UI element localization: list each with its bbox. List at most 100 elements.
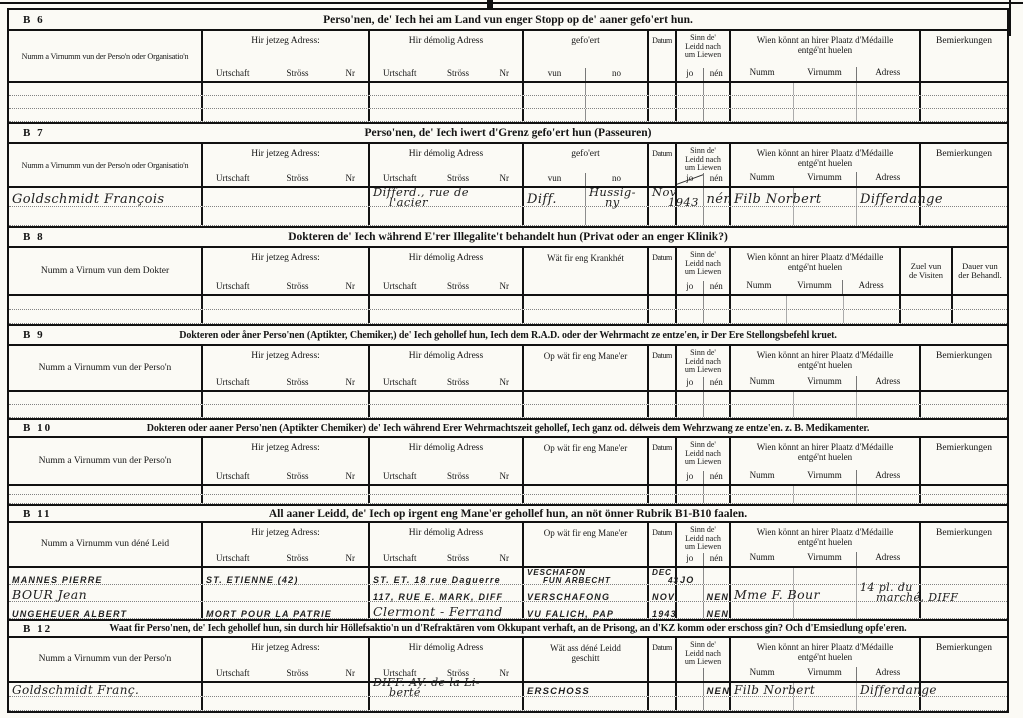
cell-wien-adress [842, 296, 899, 309]
label-bemierkungen: Bemierkungen [936, 36, 992, 46]
label-stross: Ströss [286, 68, 309, 78]
cell-wien-adress [856, 486, 919, 494]
table-row [9, 697, 1007, 711]
cell-bemierkungen [919, 602, 1007, 618]
label-bemierkungen: Bemierkungen [936, 351, 992, 361]
label-urtschaft: Urtschaft [383, 173, 417, 183]
label-stross: Ströss [446, 553, 469, 563]
cell-jetzeg-adress [201, 697, 368, 710]
label-nr: Nr [499, 471, 509, 481]
col-header-zuel-visiten: Zuel vun de Visiten [899, 248, 951, 294]
label-adress: Adress [855, 552, 919, 566]
label-nr: Nr [345, 281, 355, 291]
section-b10: B 10 Dokteren oder aaner Perso'nen (Aptik… [7, 418, 1009, 506]
col-header-wien-medaille: Wien könnt an hirer Plaatz d'Médaille ent… [729, 638, 919, 681]
label-urtschaft: Urtschaft [383, 281, 417, 291]
col-header-jetzeg-adress: Hir jetzeg Adress: Urtschaft Ströss Nr [201, 31, 368, 81]
handwritten-entry: nén [706, 192, 733, 207]
handwritten-entry: 14 pl. du marché, DIFF [860, 581, 959, 604]
cell-wien-adress [842, 310, 899, 323]
label-sinn: Sinn de' Leidd nach um Liewen [684, 640, 722, 666]
col-header-name: Numm a Virnumm vun der Perso'n [9, 346, 201, 390]
label-virnumm: Virnumm [807, 552, 842, 562]
label-stross: Ströss [446, 668, 469, 678]
col-header-maneer: Op wät fir eng Mane'er [522, 346, 647, 390]
label-adress: Adress [842, 280, 899, 294]
cell-vun: Diff. [524, 188, 585, 207]
handwritten-entry: Differdange [860, 192, 943, 207]
table-row [9, 296, 1007, 310]
col-header-demolig-adress-label: Hir démolig Adress [408, 36, 484, 46]
handwritten-entry: DIFF. AV. de la Li-berté [373, 676, 480, 699]
cell-demolig-adress [368, 83, 522, 95]
cell-wien-medaille [729, 96, 919, 108]
label-no: no [585, 173, 647, 186]
cell-wien-virnumm [793, 697, 856, 710]
cell-jetzeg-adress [201, 96, 368, 108]
cell-wien-medaille [729, 568, 919, 584]
handwritten-entry: ST. ET. 18 rue Daguerre [373, 575, 501, 585]
label-nen: nén [702, 377, 730, 390]
label-bemierkungen: Bemierkungen [936, 528, 992, 538]
label-nen: nén [702, 68, 730, 81]
cell-wien-virnumm [793, 602, 856, 618]
cell-gefoert [522, 109, 647, 121]
label-sinn: Sinn de' Leidd nach um Liewen [684, 440, 722, 466]
handwritten-entry: VESCHAFON FUN ARBECHT [527, 568, 611, 585]
section-title: Dokteren oder åner Perso'nen (Aptikter, … [179, 329, 837, 341]
cell-name [9, 392, 201, 404]
col-header-datum: Datum [647, 438, 675, 484]
cell-datum [647, 486, 675, 494]
label-nr: Nr [345, 173, 355, 183]
col-header-demolig-adress-label: Hir démolig Adress [408, 253, 484, 263]
section-title: Dokteren de' Iech während E'rer Illegali… [288, 231, 728, 243]
label-numm: Numm [746, 280, 772, 290]
name-header-label: Numm a Virnumm vun der Perso'n [38, 362, 172, 373]
label-nen: nén [702, 173, 730, 186]
label-urtschaft: Urtschaft [383, 377, 417, 387]
cell-bemierkungen [919, 697, 1007, 710]
cell-bemierkungen [919, 495, 1007, 503]
cell-bemierkungen [919, 109, 1007, 121]
col-header-sinn-leidd: Sinn de' Leidd nach um Liewen jo nén [675, 438, 729, 484]
section-b7: B 7 Perso'nen, de' Iech iwert d'Grenz gef… [7, 122, 1009, 228]
cell-name [9, 207, 201, 225]
cell-sinn-leidd: NEN [675, 585, 730, 602]
cell-jetzeg-adress [201, 585, 368, 601]
label-urtschaft: Urtschaft [383, 68, 417, 78]
col-header-bemierkungen: Bemierkungen [919, 638, 1007, 681]
cell-jetzeg-adress [201, 83, 368, 95]
label-nr: Nr [499, 553, 509, 563]
label-maneer: Op wät fir eng Mane'er [543, 351, 628, 361]
label-numm: Numm [749, 376, 775, 386]
cell-krankheet [522, 310, 647, 323]
cell-name [9, 109, 201, 121]
label-nr: Nr [345, 553, 355, 563]
cell-bemierkungen [919, 486, 1007, 494]
handwritten-entry: MANNES PIERRE [12, 575, 103, 585]
label-virnumm: Virnumm [807, 470, 842, 480]
label-urtschaft: Urtschaft [383, 553, 417, 563]
label-stross: Ströss [286, 377, 309, 387]
label-nr: Nr [345, 668, 355, 678]
table-row: MANNES PIERRE ST. ETIENNE (42) ST. ET. 18 … [9, 568, 1007, 585]
section-title: Perso'nen, de' Iech hei am Land vun enge… [323, 13, 693, 26]
col-header-sinn-leidd: Sinn de' Leidd nach um Liewen [675, 638, 729, 681]
cell-wien-adress: Differdange [856, 683, 937, 697]
cell-datum: NOV [647, 585, 675, 602]
label-virnumm: Virnumm [807, 376, 842, 386]
column-header-row: Numm a Virnumm vun der Perso'n oder Orga… [9, 31, 1007, 83]
cell-wien-numm [731, 486, 793, 494]
cell-maneer [522, 392, 647, 404]
cell-sinn-leidd [675, 697, 729, 710]
col-header-jetzeg-adress-label: Hir jetzeg Adress: [251, 149, 320, 159]
label-virnumm: Virnumm [807, 667, 842, 677]
name-header-label: Numm a Virnumm vun der Perso'n [38, 455, 172, 466]
cell-name [9, 83, 201, 95]
handwritten-entry: MORT POUR LA PATRIE [206, 609, 332, 619]
name-header-label: Numm a Virnumm vun der Perso'n oder Orga… [21, 51, 189, 61]
cell-nen: NEN [702, 585, 730, 602]
col-header-wien-medaille: Wien könnt an hirer Plaatz d'Médaille ent… [729, 144, 919, 186]
section-title: Perso'nen, de' Iech iwert d'Grenz gefo'e… [364, 127, 652, 139]
label-adress: Adress [855, 470, 919, 484]
